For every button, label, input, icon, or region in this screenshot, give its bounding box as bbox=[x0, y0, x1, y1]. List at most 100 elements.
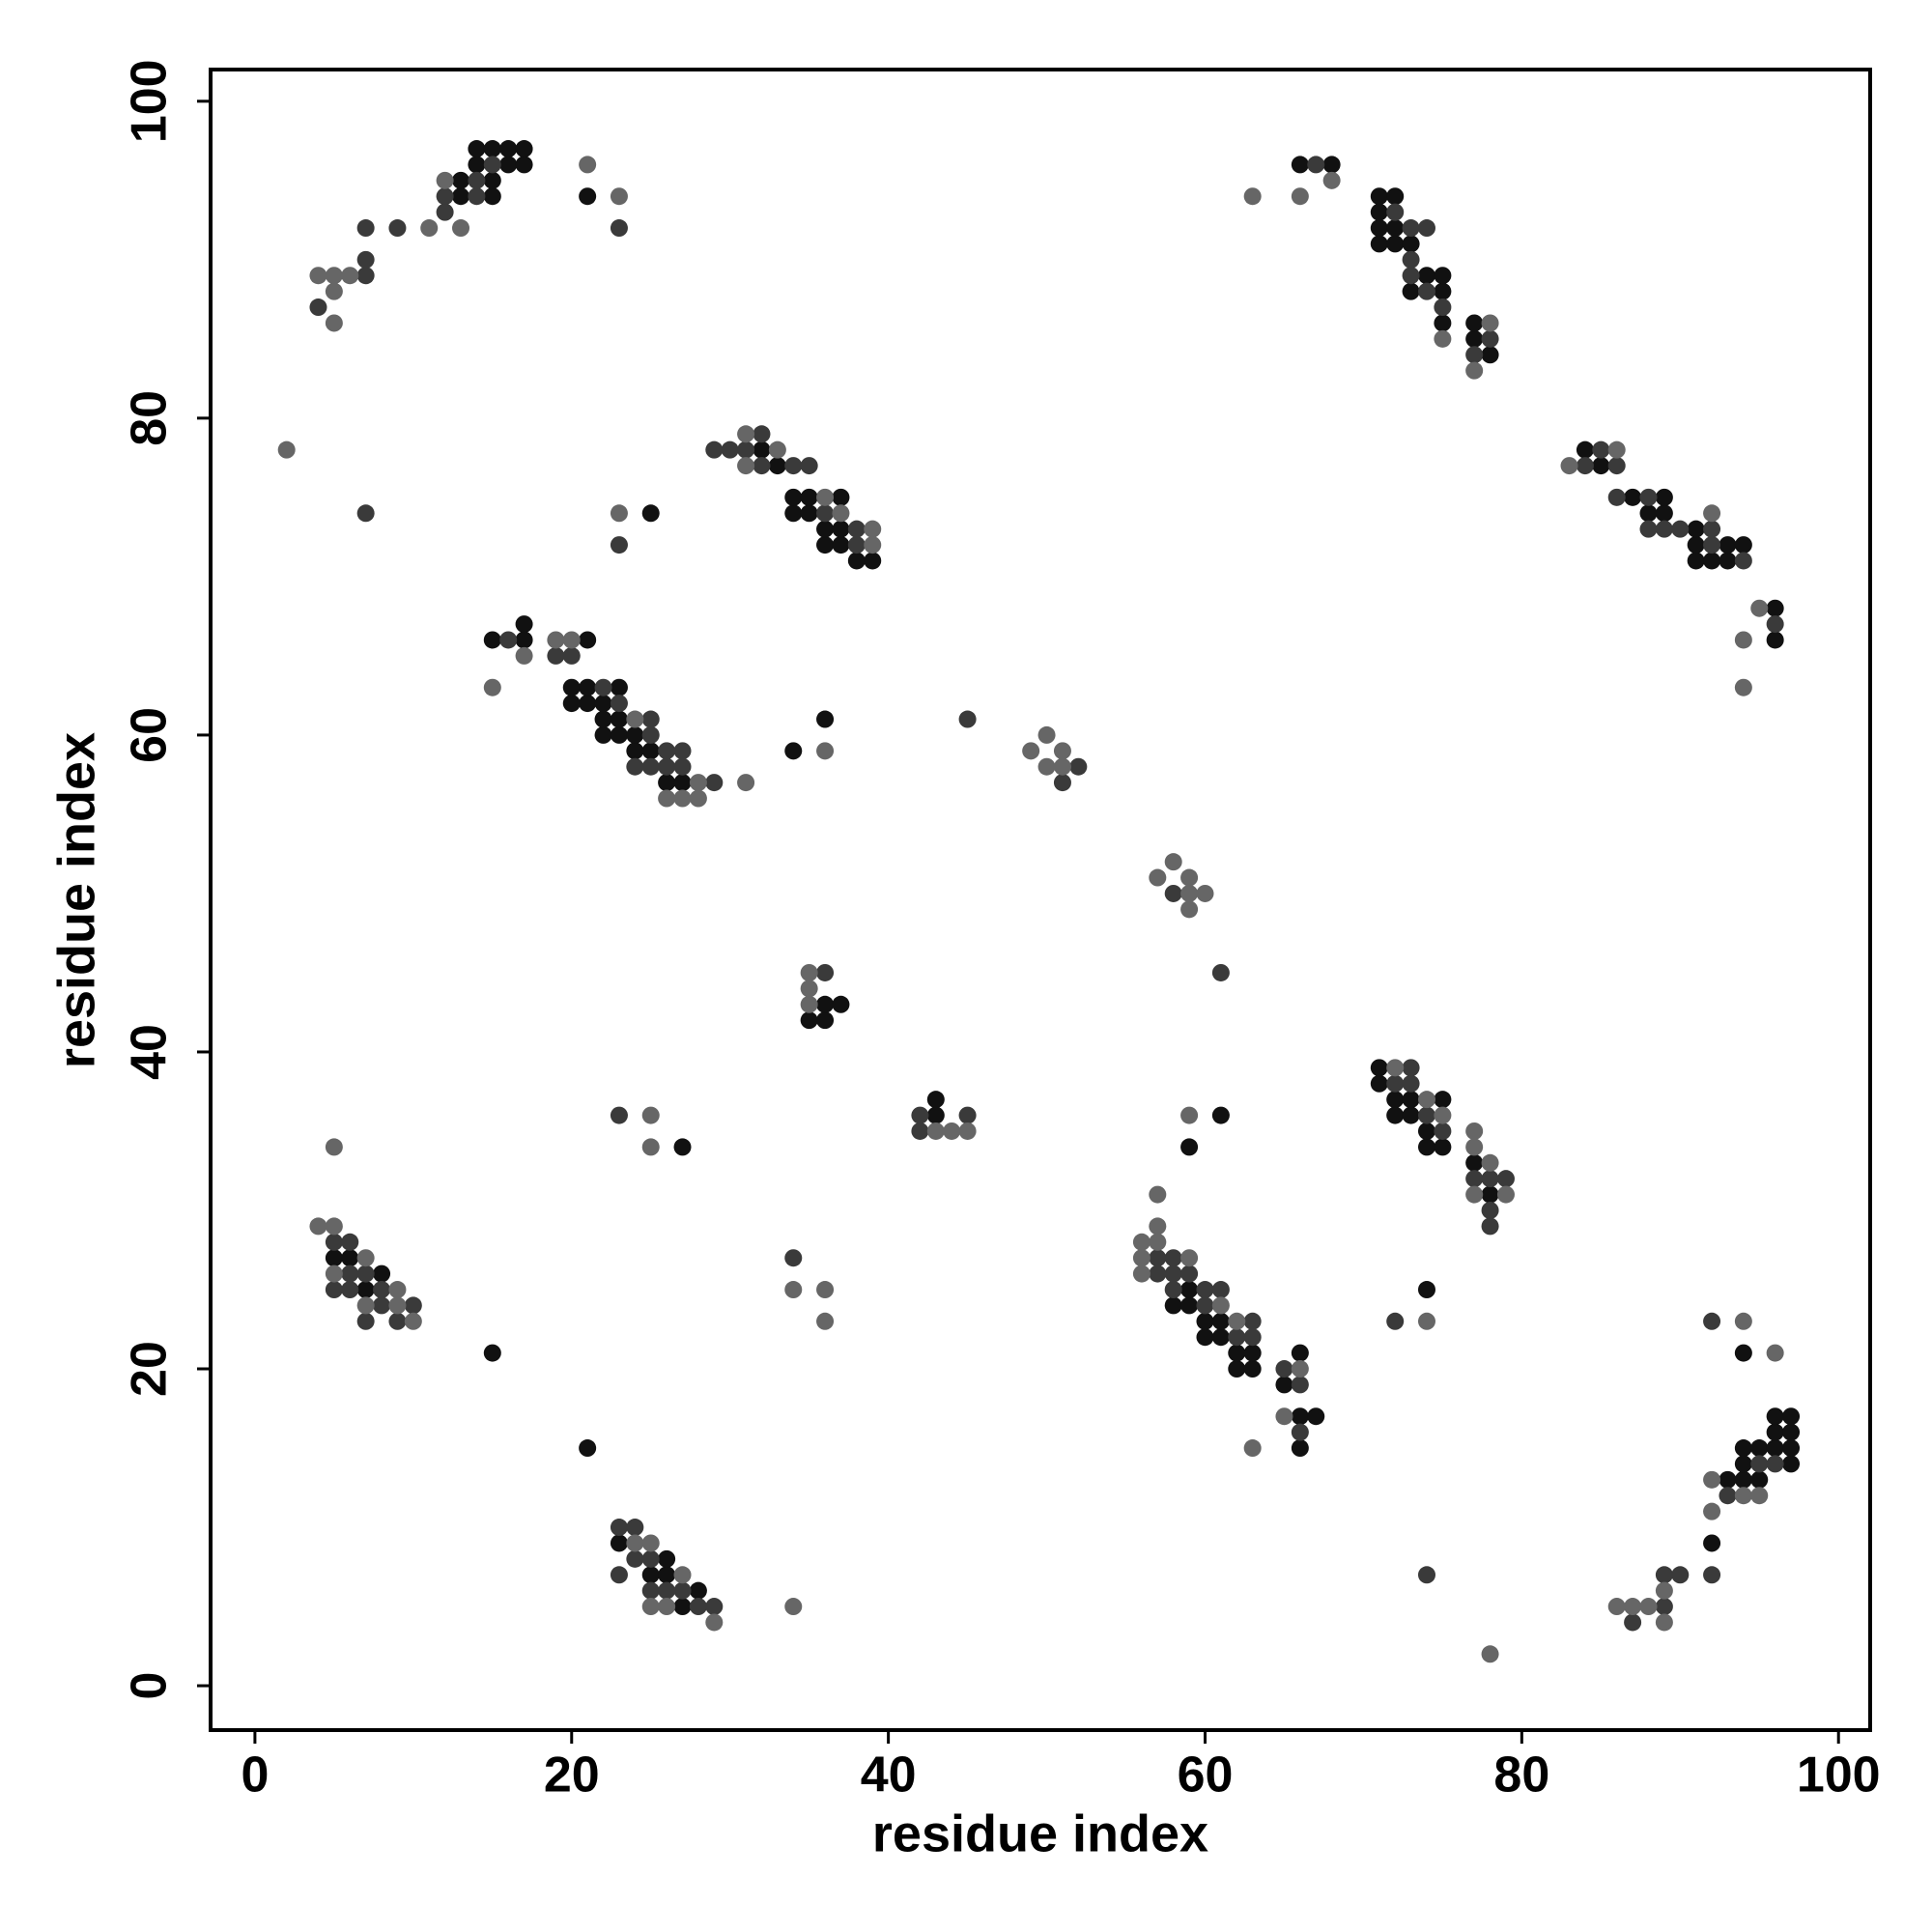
point bbox=[515, 646, 533, 665]
point bbox=[610, 504, 628, 523]
point bbox=[309, 267, 327, 285]
point bbox=[325, 1233, 343, 1251]
point bbox=[1655, 520, 1673, 538]
point bbox=[483, 678, 501, 696]
point bbox=[1734, 1344, 1752, 1362]
point bbox=[1481, 1217, 1499, 1236]
point bbox=[1370, 187, 1388, 206]
point bbox=[1624, 1598, 1642, 1616]
point bbox=[943, 1122, 961, 1140]
point bbox=[1164, 884, 1182, 902]
point bbox=[926, 1091, 945, 1109]
point bbox=[784, 504, 803, 523]
point bbox=[673, 1138, 692, 1156]
point bbox=[800, 995, 818, 1013]
point bbox=[1417, 1138, 1435, 1156]
point bbox=[1053, 774, 1071, 792]
point bbox=[1243, 1439, 1262, 1458]
point bbox=[1434, 1091, 1452, 1109]
point bbox=[610, 187, 628, 206]
point bbox=[356, 1281, 375, 1299]
point bbox=[515, 615, 533, 634]
point bbox=[1243, 1328, 1262, 1347]
point bbox=[641, 710, 660, 728]
point bbox=[626, 757, 644, 776]
point bbox=[1734, 678, 1752, 696]
point bbox=[673, 1566, 692, 1584]
point bbox=[1291, 1407, 1309, 1426]
point bbox=[452, 219, 470, 238]
y-tick-label: 40 bbox=[122, 1024, 178, 1080]
point bbox=[816, 995, 835, 1013]
point bbox=[1386, 1074, 1405, 1093]
point bbox=[1655, 1613, 1673, 1632]
point bbox=[753, 457, 771, 475]
point bbox=[1402, 219, 1420, 238]
point bbox=[1307, 156, 1325, 174]
point bbox=[309, 1217, 327, 1236]
point bbox=[926, 1122, 945, 1140]
point bbox=[816, 520, 835, 538]
point bbox=[737, 774, 755, 792]
point bbox=[1734, 552, 1752, 570]
point bbox=[1291, 1360, 1309, 1378]
point bbox=[404, 1296, 422, 1315]
point bbox=[1434, 314, 1452, 332]
point bbox=[800, 457, 818, 475]
point bbox=[1164, 1249, 1182, 1267]
point bbox=[1481, 1645, 1499, 1663]
x-tick-label: 80 bbox=[1493, 1747, 1549, 1804]
point bbox=[515, 140, 533, 158]
point bbox=[1291, 1423, 1309, 1441]
point bbox=[1132, 1249, 1151, 1267]
point bbox=[1639, 520, 1658, 538]
point bbox=[1243, 187, 1262, 206]
point bbox=[1766, 1455, 1784, 1473]
point bbox=[1417, 282, 1435, 300]
point bbox=[1607, 488, 1626, 506]
point bbox=[958, 1122, 977, 1140]
point bbox=[737, 440, 755, 459]
point bbox=[309, 298, 327, 317]
point bbox=[610, 1566, 628, 1584]
point bbox=[1496, 1170, 1515, 1188]
point bbox=[341, 1233, 359, 1251]
point bbox=[1417, 219, 1435, 238]
point bbox=[1465, 1170, 1484, 1188]
point bbox=[1703, 1566, 1721, 1584]
point bbox=[1750, 1470, 1769, 1489]
point bbox=[579, 156, 597, 174]
point bbox=[1465, 1122, 1484, 1140]
point bbox=[325, 1249, 343, 1267]
point bbox=[641, 757, 660, 776]
point bbox=[1703, 520, 1721, 538]
point bbox=[1180, 1281, 1199, 1299]
point bbox=[705, 774, 724, 792]
point bbox=[325, 1138, 343, 1156]
point bbox=[483, 140, 501, 158]
point bbox=[737, 457, 755, 475]
point bbox=[1291, 1376, 1309, 1394]
point bbox=[1687, 552, 1705, 570]
point bbox=[1687, 520, 1705, 538]
point bbox=[1275, 1360, 1293, 1378]
point bbox=[373, 1264, 391, 1283]
point bbox=[958, 1106, 977, 1124]
point bbox=[705, 1598, 724, 1616]
y-tick-label: 60 bbox=[122, 707, 178, 763]
point bbox=[1481, 329, 1499, 348]
point bbox=[1703, 1312, 1721, 1330]
point bbox=[864, 552, 882, 570]
point bbox=[1228, 1328, 1246, 1347]
point bbox=[1703, 1502, 1721, 1520]
point bbox=[1053, 757, 1071, 776]
point bbox=[1149, 1233, 1167, 1251]
point bbox=[468, 156, 486, 174]
point bbox=[658, 774, 676, 792]
point bbox=[1211, 1106, 1230, 1124]
point bbox=[373, 1296, 391, 1315]
point bbox=[1766, 1407, 1784, 1426]
point bbox=[483, 1344, 501, 1362]
point bbox=[641, 1566, 660, 1584]
